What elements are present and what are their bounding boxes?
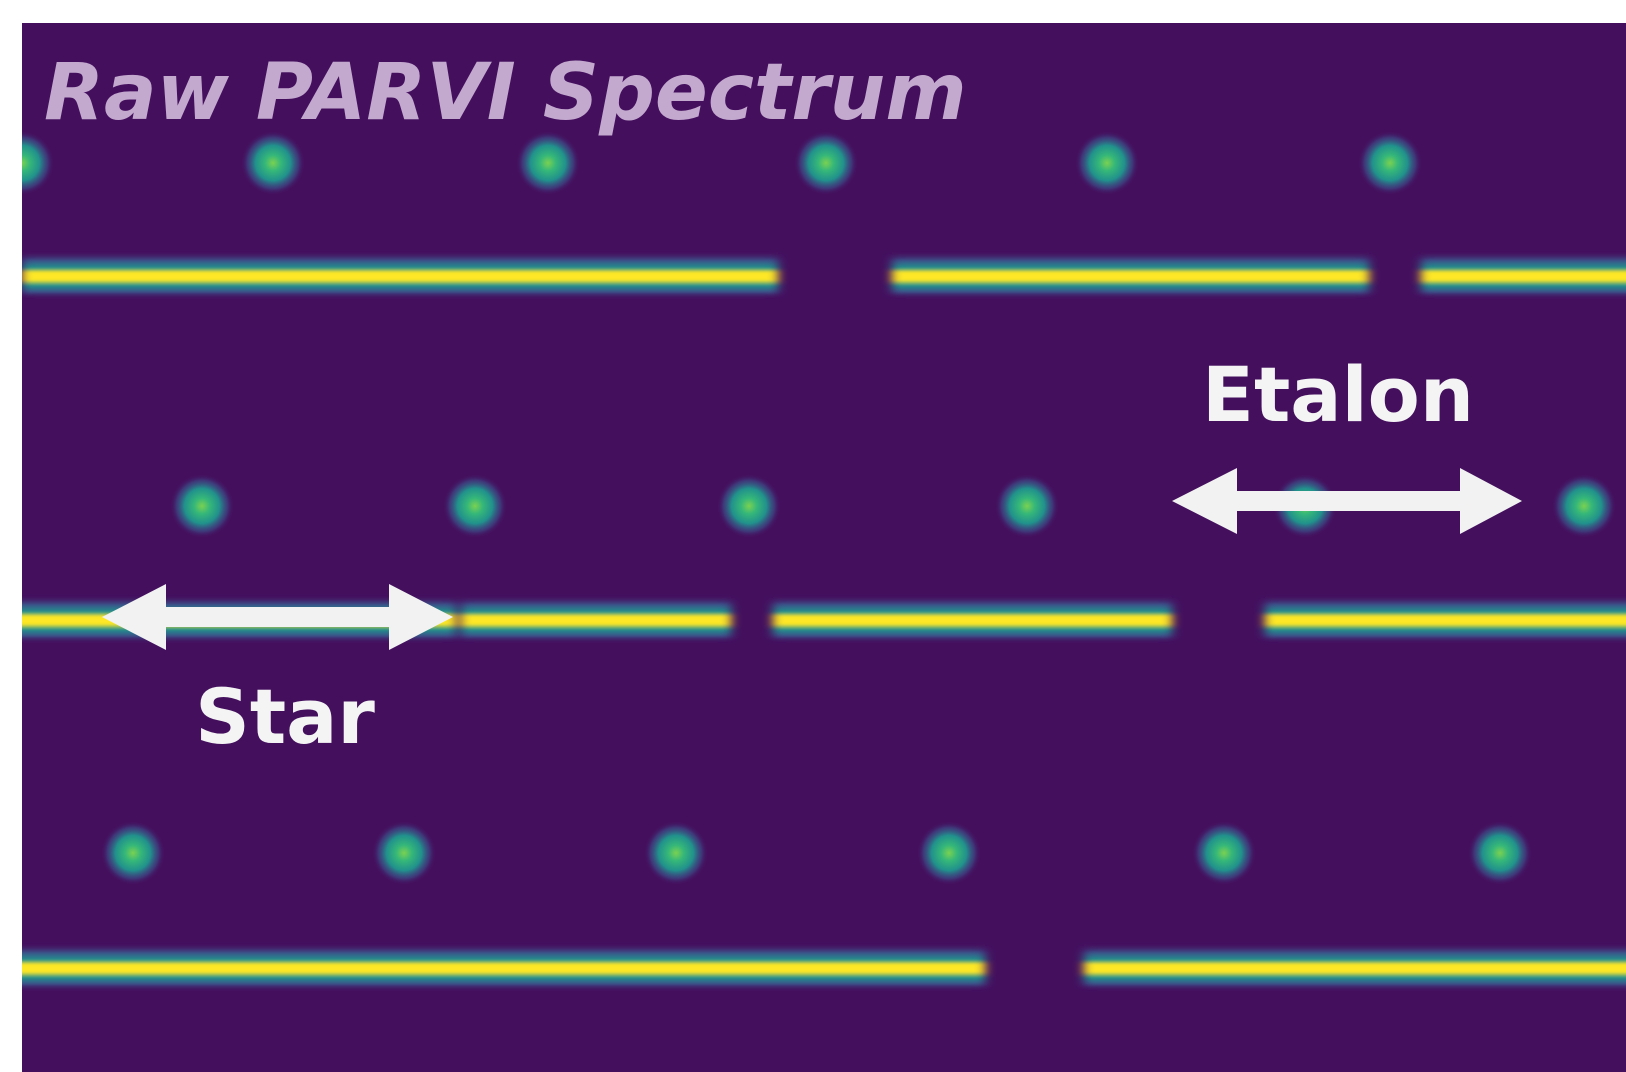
etalon-label: Etalon xyxy=(1202,350,1474,439)
etalon-dot xyxy=(1358,131,1422,195)
etalon-dot xyxy=(1468,821,1532,885)
etalon-dot xyxy=(1192,821,1256,885)
star-trace xyxy=(1265,595,1626,643)
star-trace xyxy=(22,251,778,299)
star-trace xyxy=(1421,251,1626,299)
spectrum-image xyxy=(0,23,1626,1072)
etalon-dot xyxy=(717,474,781,538)
star-trace xyxy=(1084,943,1626,991)
etalon-dot xyxy=(644,821,708,885)
etalon-dot xyxy=(995,474,1059,538)
etalon-dot xyxy=(241,131,305,195)
star-trace xyxy=(10,943,985,991)
etalon-dot xyxy=(1075,131,1139,195)
etalon-dot xyxy=(1552,474,1616,538)
etalon-dot xyxy=(917,821,981,885)
etalon-dot xyxy=(794,131,858,195)
image-title: Raw PARVI Spectrum xyxy=(44,48,967,138)
star-trace xyxy=(773,595,1172,643)
etalon-dot xyxy=(516,131,580,195)
page: Raw PARVI Spectrum Etalon Star (() => { … xyxy=(0,0,1626,1072)
slide: Raw PARVI Spectrum Etalon Star xyxy=(0,0,1626,1072)
etalon-dot xyxy=(170,474,234,538)
star-trace xyxy=(892,251,1369,299)
star-label: Star xyxy=(195,672,375,761)
etalon-dot xyxy=(372,821,436,885)
star-trace xyxy=(461,595,731,643)
etalon-dot xyxy=(443,474,507,538)
etalon-dot xyxy=(101,821,165,885)
